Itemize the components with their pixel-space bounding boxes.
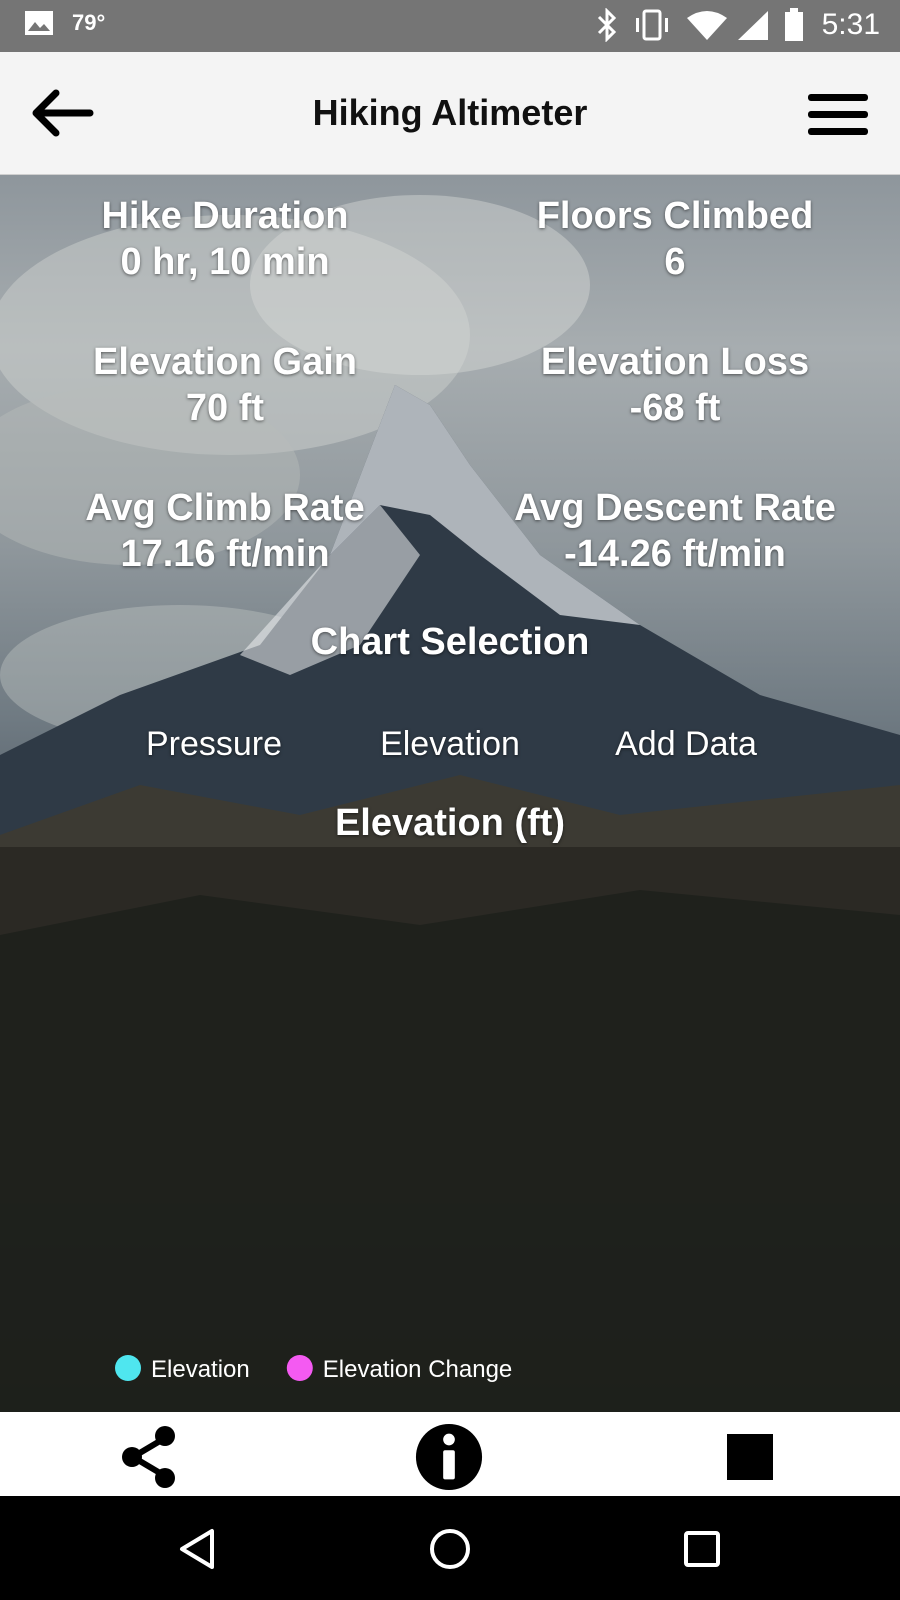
- menu-button[interactable]: [806, 90, 870, 140]
- stat-value: -68 ft: [629, 387, 721, 429]
- arrow-left-icon: [32, 89, 94, 137]
- circle-home-icon: [430, 1529, 470, 1569]
- chart-option-add-data[interactable]: Add Data: [615, 725, 757, 763]
- square-recents-icon: [684, 1531, 720, 1567]
- temperature-text: 79°: [72, 10, 106, 35]
- stat-label: Avg Climb Rate: [85, 487, 365, 529]
- signal-icon: [737, 11, 768, 40]
- stat-floors-climbed: Floors Climbed 6: [465, 193, 885, 285]
- share-button[interactable]: [115, 1422, 185, 1492]
- stat-avg-descent-rate: Avg Descent Rate -14.26 ft/min: [465, 485, 885, 577]
- stat-avg-climb-rate: Avg Climb Rate 17.16 ft/min: [15, 485, 435, 577]
- stat-value: 6: [664, 241, 686, 283]
- vibrate-icon: [635, 9, 668, 41]
- stat-label: Elevation Loss: [540, 341, 810, 383]
- wifi-icon: [686, 11, 727, 40]
- legend-label: Elevation Change: [323, 1356, 512, 1383]
- bluetooth-icon: [597, 8, 616, 42]
- info-icon: [415, 1423, 483, 1491]
- nav-home-button[interactable]: [420, 1524, 480, 1574]
- stat-value: -14.26 ft/min: [564, 533, 786, 575]
- app-bar: Hiking Altimeter: [0, 52, 900, 175]
- system-nav-bar: [0, 1496, 900, 1600]
- share-icon: [122, 1426, 175, 1488]
- chart-selection-heading: Chart Selection: [310, 621, 590, 663]
- battery-icon: [784, 8, 803, 41]
- stat-label: Floors Climbed: [536, 195, 814, 237]
- nav-recents-button[interactable]: [672, 1524, 732, 1574]
- info-button[interactable]: [414, 1422, 484, 1492]
- legend-swatch: [286, 1355, 313, 1381]
- stop-button[interactable]: [715, 1422, 785, 1492]
- chart-option-elevation[interactable]: Elevation: [380, 725, 520, 763]
- elevation-chart: 110.00120.00130.00140.00150.00160.00170.…: [115, 1355, 512, 1383]
- stat-value: 0 hr, 10 min: [120, 241, 330, 283]
- stat-elevation-loss: Elevation Loss -68 ft: [465, 339, 885, 431]
- hamburger-icon: [808, 94, 868, 135]
- stat-label: Avg Descent Rate: [514, 487, 836, 529]
- mountain-background-image: [0, 195, 900, 1412]
- gallery-notification-icon: [25, 11, 53, 35]
- stat-hike-duration: Hike Duration 0 hr, 10 min: [15, 193, 435, 285]
- stat-label: Hike Duration: [101, 195, 349, 237]
- main-content: Hike Duration 0 hr, 10 min Floors Climbe…: [0, 175, 900, 1412]
- stop-icon: [727, 1434, 773, 1480]
- bottom-toolbar: [0, 1412, 900, 1496]
- clock-text: 5:31: [821, 8, 880, 41]
- back-button[interactable]: [28, 88, 94, 138]
- stat-value: 70 ft: [185, 387, 265, 429]
- legend-label: Elevation: [151, 1356, 250, 1383]
- stat-label: Elevation Gain: [93, 341, 357, 383]
- app-title: Hiking Altimeter: [312, 92, 588, 133]
- nav-back-button[interactable]: [168, 1524, 228, 1574]
- stat-elevation-gain: Elevation Gain 70 ft: [15, 339, 435, 431]
- legend-swatch: [115, 1355, 141, 1381]
- chart-title: Elevation (ft): [334, 802, 566, 844]
- stat-value: 17.16 ft/min: [120, 533, 330, 575]
- status-bar: 79° 5:31: [0, 0, 900, 52]
- triangle-back-icon: [180, 1529, 214, 1569]
- chart-option-pressure[interactable]: Pressure: [145, 725, 283, 763]
